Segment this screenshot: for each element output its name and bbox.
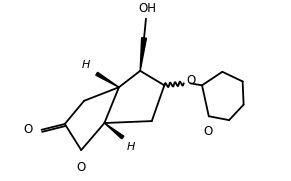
Polygon shape xyxy=(104,123,124,139)
Polygon shape xyxy=(96,72,119,87)
Text: H: H xyxy=(81,60,90,70)
Text: O: O xyxy=(24,123,33,136)
Text: O: O xyxy=(203,125,212,138)
Text: OH: OH xyxy=(138,2,156,15)
Text: H: H xyxy=(127,142,135,152)
Polygon shape xyxy=(140,38,146,71)
Text: O: O xyxy=(77,161,86,174)
Text: O: O xyxy=(187,74,196,87)
